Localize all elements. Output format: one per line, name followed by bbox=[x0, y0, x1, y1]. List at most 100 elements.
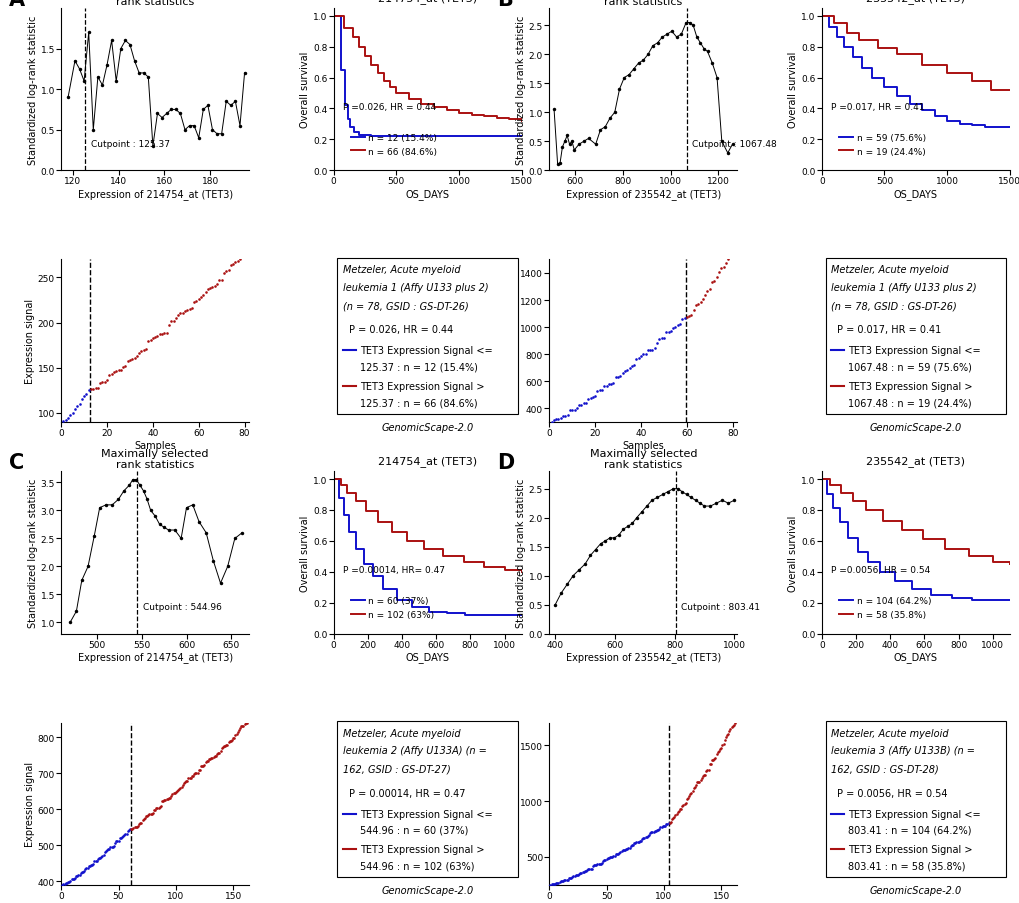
Point bbox=[561, 404, 578, 418]
Point bbox=[229, 725, 246, 740]
Text: 125.37 : n = 66 (84.6%): 125.37 : n = 66 (84.6%) bbox=[360, 398, 477, 408]
Point bbox=[569, 401, 585, 415]
Point bbox=[174, 778, 191, 793]
Point bbox=[564, 404, 580, 418]
Point bbox=[550, 412, 567, 426]
Point bbox=[666, 808, 683, 823]
Point bbox=[103, 840, 119, 854]
Point bbox=[124, 352, 141, 367]
Point bbox=[567, 868, 583, 882]
Point bbox=[218, 738, 234, 752]
Point bbox=[552, 874, 569, 889]
Point bbox=[721, 721, 738, 736]
Point bbox=[719, 253, 736, 267]
Point bbox=[149, 330, 165, 344]
Point bbox=[69, 869, 86, 883]
Point bbox=[83, 383, 99, 397]
Point bbox=[112, 831, 128, 845]
Point bbox=[238, 716, 255, 731]
Point bbox=[89, 853, 105, 868]
Point bbox=[225, 731, 242, 746]
Point bbox=[82, 859, 98, 873]
Point bbox=[151, 800, 167, 815]
Point bbox=[203, 751, 219, 766]
Title: 214754_at (TET3): 214754_at (TET3) bbox=[378, 0, 477, 4]
Point bbox=[621, 841, 637, 855]
Point bbox=[90, 381, 106, 396]
X-axis label: OS_DAYS: OS_DAYS bbox=[406, 189, 449, 200]
Point bbox=[225, 258, 242, 273]
Text: Cutpoint : 803.41: Cutpoint : 803.41 bbox=[681, 602, 759, 611]
Point bbox=[600, 377, 616, 392]
Point bbox=[590, 857, 606, 871]
Point bbox=[665, 810, 682, 824]
Point bbox=[138, 809, 154, 824]
Point bbox=[209, 277, 225, 292]
Point bbox=[687, 778, 703, 793]
Point bbox=[571, 867, 587, 881]
Point bbox=[157, 793, 173, 807]
Point bbox=[662, 815, 679, 829]
Point bbox=[88, 382, 104, 396]
Text: GenomicScape-2.0: GenomicScape-2.0 bbox=[869, 423, 961, 433]
Y-axis label: Overall survival: Overall survival bbox=[788, 51, 798, 128]
Point bbox=[570, 868, 586, 882]
Point bbox=[723, 719, 740, 733]
Point bbox=[90, 852, 106, 867]
Point bbox=[553, 874, 570, 889]
X-axis label: Expression of 214754_at (TET3): Expression of 214754_at (TET3) bbox=[77, 189, 232, 200]
Point bbox=[727, 716, 743, 731]
Point bbox=[706, 750, 722, 765]
Point bbox=[552, 412, 569, 426]
Point bbox=[200, 283, 216, 297]
Point bbox=[679, 791, 695, 805]
Y-axis label: Standardized log-rank statistic: Standardized log-rank statistic bbox=[516, 15, 526, 164]
Point bbox=[59, 876, 75, 890]
Point bbox=[603, 850, 620, 864]
Point bbox=[222, 258, 238, 273]
Point bbox=[725, 718, 741, 732]
Point bbox=[543, 414, 559, 429]
Point bbox=[712, 262, 729, 276]
Point bbox=[675, 797, 691, 812]
Point bbox=[75, 390, 92, 405]
Point bbox=[699, 763, 715, 777]
Title: 235542_at (TET3): 235542_at (TET3) bbox=[865, 0, 964, 4]
Point bbox=[643, 825, 659, 840]
Point bbox=[583, 861, 599, 876]
Point bbox=[685, 303, 701, 318]
Title: Maximally selected
rank statistics: Maximally selected rank statistics bbox=[589, 0, 696, 7]
Point bbox=[635, 831, 651, 845]
Point bbox=[57, 414, 73, 428]
Point bbox=[65, 871, 82, 886]
Point bbox=[584, 859, 600, 873]
Point bbox=[101, 368, 117, 382]
Point bbox=[592, 856, 608, 870]
Point bbox=[714, 260, 731, 275]
Point bbox=[649, 823, 665, 837]
Point bbox=[564, 870, 580, 884]
Point bbox=[161, 319, 177, 333]
Title: 235542_at (TET3): 235542_at (TET3) bbox=[865, 455, 964, 466]
Point bbox=[556, 409, 573, 424]
Point bbox=[685, 781, 701, 796]
Point bbox=[220, 735, 236, 749]
Point bbox=[143, 806, 159, 821]
Point bbox=[229, 255, 246, 269]
Point bbox=[612, 844, 629, 859]
Point bbox=[108, 834, 124, 849]
Point bbox=[55, 414, 71, 429]
Point bbox=[692, 773, 708, 787]
Point bbox=[92, 376, 108, 390]
Text: 544.96 : n = 102 (63%): 544.96 : n = 102 (63%) bbox=[360, 861, 474, 870]
Point bbox=[124, 822, 141, 836]
Point bbox=[148, 801, 164, 815]
Point bbox=[165, 786, 181, 800]
Y-axis label: Standardized log-rank statistic: Standardized log-rank statistic bbox=[516, 479, 526, 628]
Point bbox=[198, 755, 214, 769]
Point bbox=[623, 837, 639, 852]
Y-axis label: Standardized log-rank statistic: Standardized log-rank statistic bbox=[28, 15, 38, 164]
Point bbox=[695, 768, 711, 783]
Point bbox=[126, 352, 143, 367]
Y-axis label: Expression signal: Expression signal bbox=[24, 761, 35, 846]
